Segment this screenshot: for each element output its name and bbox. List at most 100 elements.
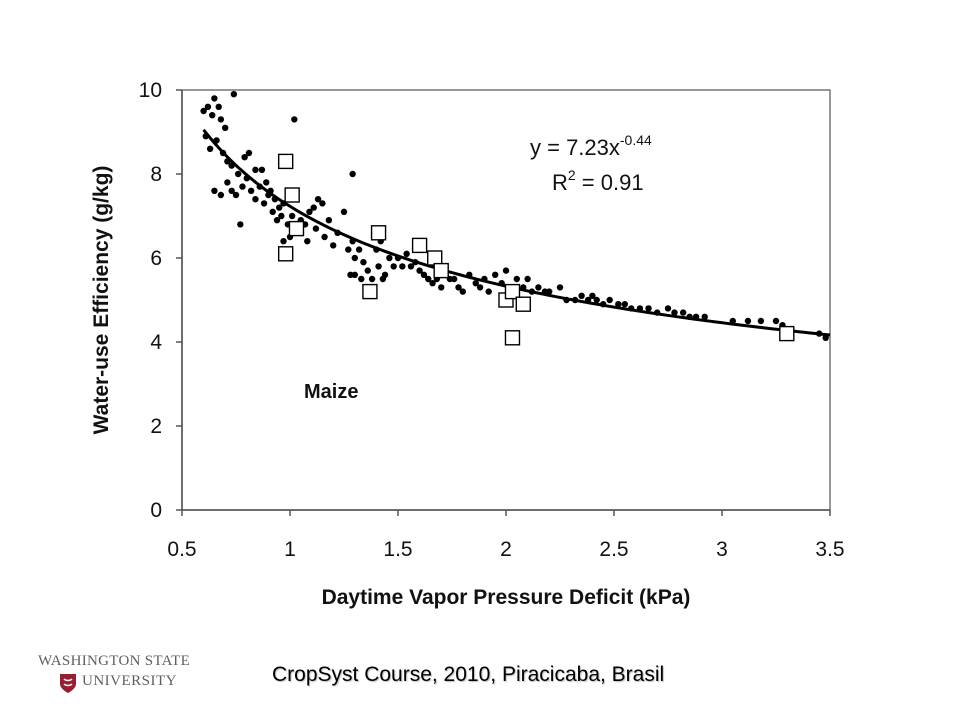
data-point-square xyxy=(427,250,443,266)
y-tick-label: 0 xyxy=(150,499,162,522)
data-point xyxy=(513,275,520,283)
data-point xyxy=(589,292,596,299)
data-point xyxy=(256,183,263,190)
series-open-squares xyxy=(277,153,795,346)
y-axis-label: Water-use Efficiency (g/kg) xyxy=(90,166,113,435)
data-point xyxy=(243,175,250,182)
wsu-logo-line1: WASHINGTON STATE xyxy=(38,653,191,669)
data-point xyxy=(330,242,337,249)
data-point xyxy=(252,196,259,203)
data-point xyxy=(606,296,613,304)
data-point xyxy=(563,296,570,304)
data-point xyxy=(420,271,428,278)
data-point xyxy=(403,250,410,257)
equation-base: y = 7.23x xyxy=(530,135,620,160)
data-point xyxy=(701,313,708,320)
data-point xyxy=(399,263,406,270)
data-point xyxy=(237,221,244,228)
data-point xyxy=(600,301,607,308)
data-point xyxy=(438,284,445,291)
data-point xyxy=(615,301,622,308)
x-tick-label: 2 xyxy=(500,538,512,561)
equation-annotation: y = 7.23x-0.44 xyxy=(530,132,652,160)
data-point-square xyxy=(284,187,300,203)
y-tick-label: 10 xyxy=(139,79,162,102)
data-point xyxy=(407,263,415,270)
data-point xyxy=(416,267,423,274)
data-point xyxy=(232,191,240,199)
data-point xyxy=(636,305,644,312)
data-point xyxy=(425,275,432,283)
data-point xyxy=(664,305,672,312)
data-point-square xyxy=(277,153,294,170)
data-point-square xyxy=(288,220,305,237)
data-point xyxy=(224,158,231,165)
x-tick-label: 3.5 xyxy=(815,538,844,561)
data-point xyxy=(325,217,333,224)
data-point xyxy=(394,254,402,262)
data-point xyxy=(265,191,272,199)
data-point xyxy=(263,179,270,186)
data-point xyxy=(219,149,227,157)
x-axis-label: Daytime Vapor Pressure Deficit (kPa) xyxy=(322,586,691,609)
data-point xyxy=(271,196,279,203)
data-point xyxy=(340,208,348,215)
data-point xyxy=(368,275,376,283)
data-point xyxy=(373,246,380,253)
data-point xyxy=(278,212,285,220)
data-point xyxy=(546,288,553,295)
data-point xyxy=(535,284,542,291)
data-point xyxy=(654,309,661,316)
x-tick-label: 3 xyxy=(716,538,728,561)
x-ticks: 0.5 1 1.5 2 2.5 3 3.5 xyxy=(167,510,845,561)
data-point xyxy=(306,208,313,215)
data-point xyxy=(578,292,585,299)
data-point xyxy=(269,208,276,215)
data-point xyxy=(239,183,246,190)
data-point xyxy=(455,284,462,291)
data-point xyxy=(217,191,225,199)
data-point xyxy=(321,233,328,241)
data-point xyxy=(224,179,231,186)
data-point-square xyxy=(433,262,449,279)
data-point xyxy=(211,95,218,102)
data-point-square xyxy=(504,283,521,300)
data-point xyxy=(206,145,214,152)
data-point xyxy=(502,267,510,274)
data-point xyxy=(213,137,220,144)
data-point xyxy=(485,288,492,295)
wsu-logo-line2: UNIVERSITY xyxy=(82,673,177,689)
data-point xyxy=(209,112,216,119)
data-point xyxy=(621,301,628,308)
data-point xyxy=(524,275,531,283)
crop-label: Maize xyxy=(304,381,358,403)
data-point xyxy=(355,246,363,253)
data-point xyxy=(288,212,296,220)
data-point xyxy=(202,133,209,140)
data-point xyxy=(429,280,436,287)
data-point xyxy=(280,238,287,245)
equation-exponent: -0.44 xyxy=(620,132,652,148)
y-ticks: 0 2 4 6 8 10 xyxy=(139,79,182,522)
data-point-square xyxy=(515,296,531,312)
data-point xyxy=(450,275,458,283)
y-tick-label: 6 xyxy=(150,247,162,270)
data-point xyxy=(381,271,389,278)
data-point xyxy=(822,334,829,341)
data-point xyxy=(215,103,222,111)
data-point xyxy=(247,187,255,194)
data-point xyxy=(230,91,238,98)
data-point-square xyxy=(277,246,294,262)
r2-prefix: R xyxy=(552,170,568,195)
y-tick-label: 4 xyxy=(150,331,162,354)
data-point xyxy=(334,229,341,236)
data-point xyxy=(390,263,397,270)
data-point xyxy=(358,275,365,283)
data-point xyxy=(345,246,352,253)
x-tick-label: 0.5 xyxy=(167,538,196,561)
r2-value: = 0.91 xyxy=(576,170,644,195)
data-point xyxy=(375,263,382,270)
data-point xyxy=(349,238,356,245)
series-filled-circles xyxy=(200,91,829,341)
data-point xyxy=(200,107,207,115)
